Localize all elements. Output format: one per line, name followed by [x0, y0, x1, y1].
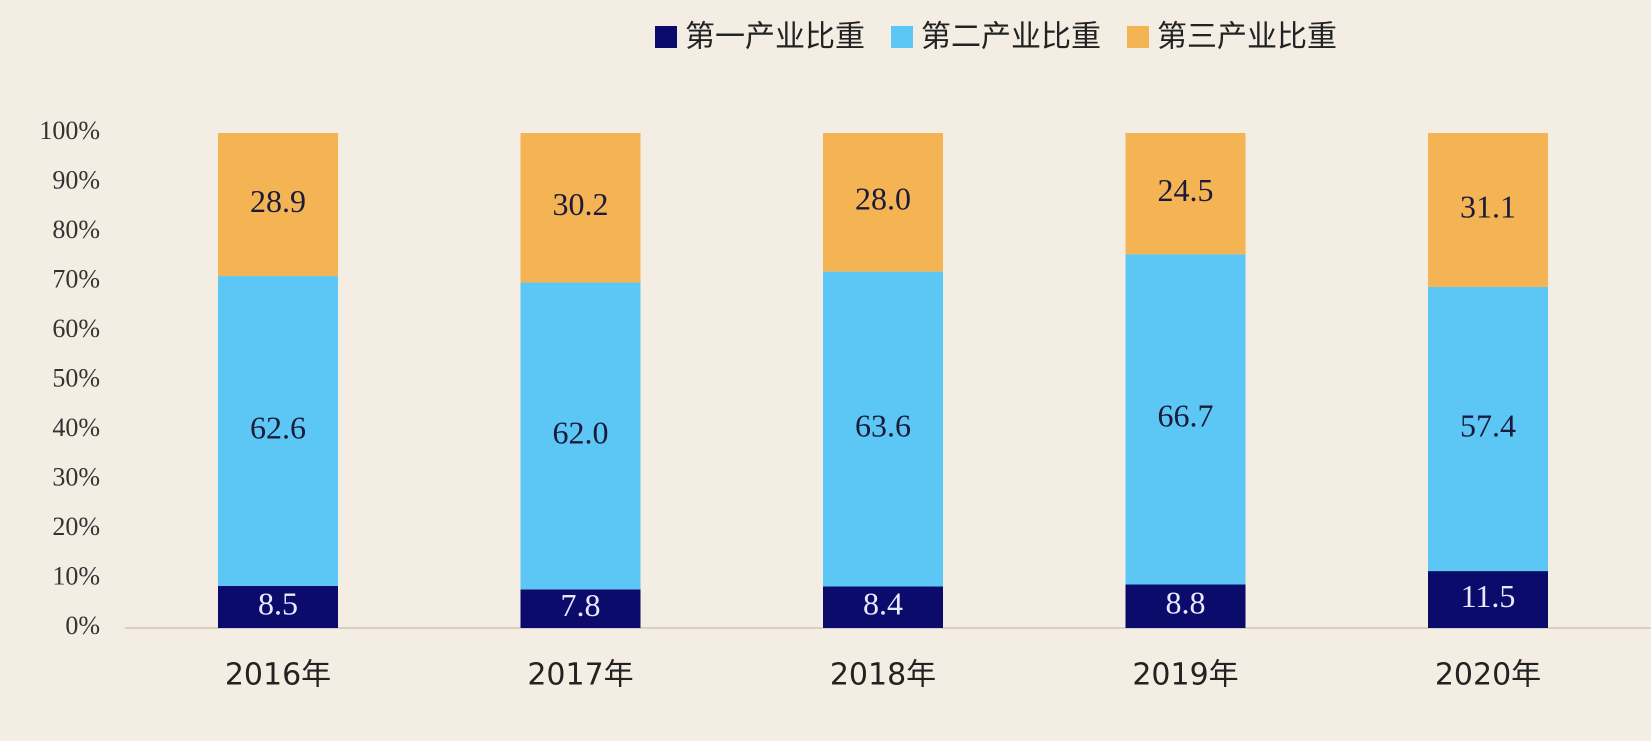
data-label: 66.7 [1158, 398, 1214, 434]
data-label: 28.0 [855, 181, 911, 217]
bar-segment [1428, 286, 1548, 572]
data-label: 8.4 [863, 586, 903, 622]
y-tick-label: 60% [52, 314, 100, 343]
bar-segment [1125, 133, 1246, 255]
data-label: 8.5 [258, 585, 298, 621]
y-tick-label: 20% [52, 512, 100, 541]
legend-label: 第一产业比重 [685, 20, 865, 55]
legend-label: 第二产业比重 [921, 20, 1101, 55]
y-tick-label: 40% [52, 413, 100, 442]
y-tick-label: 10% [52, 561, 100, 590]
y-tick-label: 70% [52, 264, 100, 293]
data-label: 62.6 [250, 409, 306, 445]
y-tick-label: 50% [52, 363, 100, 392]
bar-segment [218, 585, 338, 628]
data-label: 24.5 [1158, 172, 1214, 208]
x-tick-label: 2018年 [830, 658, 936, 693]
legend-swatch [1127, 26, 1149, 48]
bar-segment [823, 586, 943, 628]
data-label: 62.0 [553, 414, 609, 450]
data-label: 57.4 [1460, 407, 1516, 443]
bar-segment [823, 133, 943, 272]
x-tick-label: 2017年 [527, 658, 633, 693]
x-tick-label: 2019年 [1132, 658, 1238, 693]
bar-segment [1125, 254, 1246, 585]
bar-segment [1428, 133, 1548, 287]
bar-segment [218, 133, 338, 277]
bar-segment [520, 589, 641, 628]
data-label: 11.5 [1461, 578, 1516, 614]
data-label: 31.1 [1460, 188, 1516, 224]
data-label: 63.6 [855, 407, 911, 443]
data-label: 30.2 [553, 186, 609, 222]
data-label: 7.8 [561, 587, 601, 623]
x-tick-label: 2016年 [225, 658, 331, 693]
y-tick-label: 100% [39, 116, 100, 145]
y-tick-label: 0% [65, 611, 100, 640]
y-tick-label: 30% [52, 462, 100, 491]
bar-segment [520, 282, 641, 590]
bar-segment [1428, 571, 1548, 628]
bar-segment [218, 276, 338, 586]
x-tick-label: 2020年 [1435, 658, 1541, 693]
y-tick-label: 80% [52, 215, 100, 244]
bar-segment [823, 271, 943, 587]
y-tick-label: 90% [52, 165, 100, 194]
legend-label: 第三产业比重 [1157, 20, 1337, 55]
legend-swatch [655, 26, 677, 48]
bar-segment [520, 133, 641, 283]
legend-swatch [891, 26, 913, 48]
bar-segment [1125, 584, 1246, 628]
data-label: 28.9 [250, 183, 306, 219]
data-label: 8.8 [1166, 585, 1206, 621]
